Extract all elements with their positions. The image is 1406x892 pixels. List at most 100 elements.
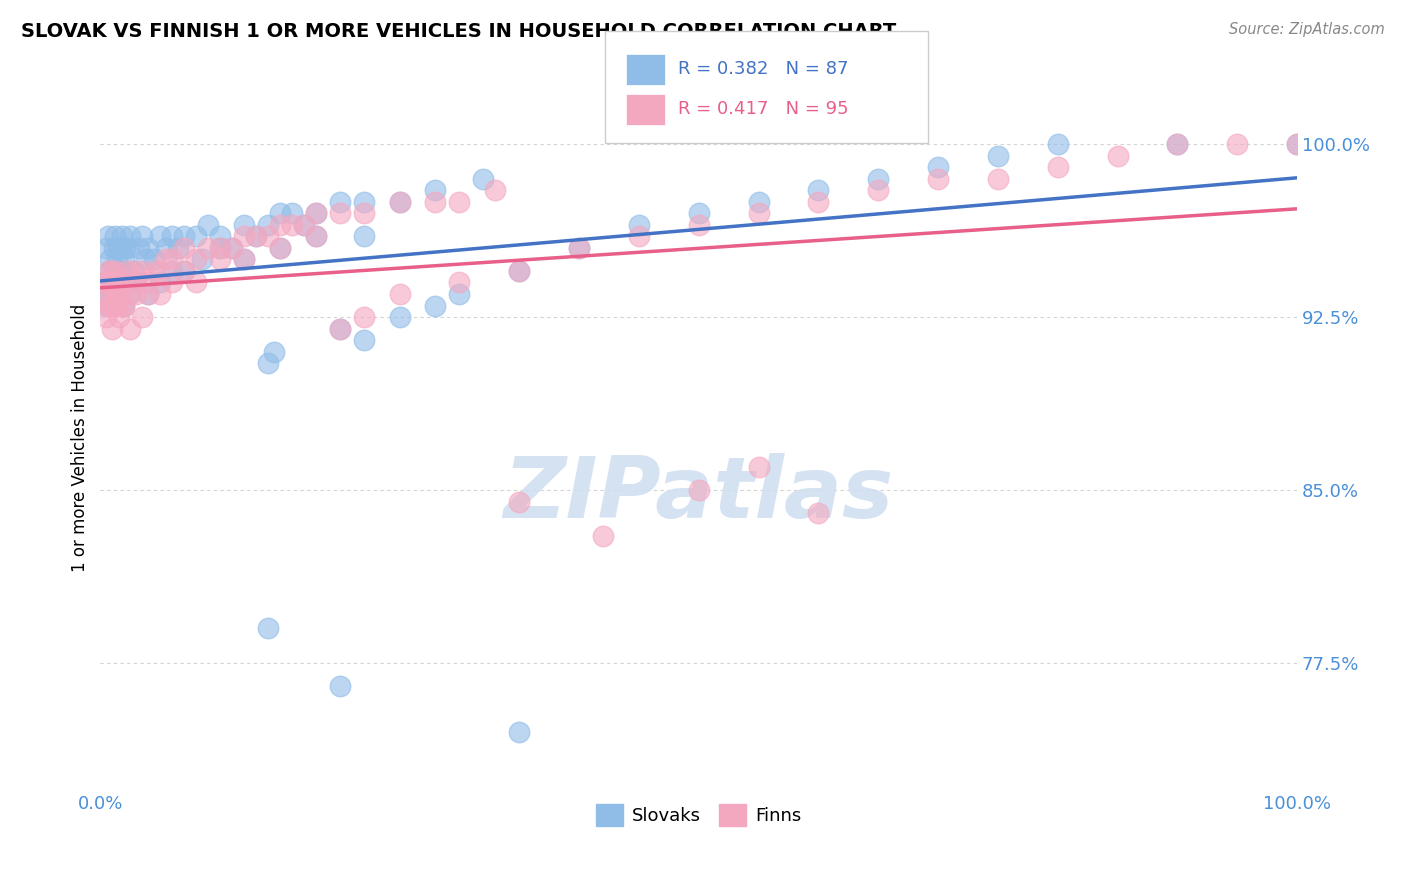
Point <box>125 276 148 290</box>
Point <box>149 287 172 301</box>
Text: ZIPatlas: ZIPatlas <box>503 453 894 536</box>
Point <box>1107 148 1129 162</box>
Point <box>112 298 135 312</box>
Point <box>103 241 125 255</box>
Point <box>120 287 142 301</box>
Point <box>121 264 143 278</box>
Point <box>104 264 127 278</box>
Point <box>329 679 352 693</box>
Point <box>747 194 769 209</box>
Point <box>233 218 256 232</box>
Point <box>208 229 231 244</box>
Point <box>97 264 120 278</box>
Point <box>173 229 195 244</box>
Point <box>257 356 280 370</box>
Point <box>233 252 256 267</box>
Point <box>927 160 949 174</box>
Point <box>257 218 280 232</box>
Point <box>160 276 183 290</box>
Point <box>868 183 890 197</box>
Point <box>245 229 267 244</box>
Point <box>184 229 207 244</box>
Point <box>221 241 243 255</box>
Point <box>747 460 769 475</box>
Point <box>353 206 375 220</box>
Point <box>868 171 890 186</box>
Point <box>388 287 411 301</box>
Point <box>305 229 328 244</box>
Point <box>449 287 471 301</box>
Point <box>108 310 131 324</box>
Point <box>101 321 124 335</box>
Point <box>353 194 375 209</box>
Point <box>103 298 125 312</box>
Point <box>1286 136 1309 151</box>
Point <box>568 241 591 255</box>
Point <box>98 276 121 290</box>
Point <box>329 321 352 335</box>
Point <box>1046 136 1069 151</box>
Point <box>508 725 530 739</box>
Point <box>688 218 710 232</box>
Point <box>987 171 1010 186</box>
Point <box>305 206 328 220</box>
Point <box>136 287 159 301</box>
Point <box>173 264 195 278</box>
Point <box>108 276 131 290</box>
Point <box>136 276 159 290</box>
Point <box>104 229 127 244</box>
Point <box>353 310 375 324</box>
Legend: Slovaks, Finns: Slovaks, Finns <box>589 797 808 834</box>
Point <box>233 229 256 244</box>
Point <box>98 252 121 267</box>
Point <box>131 264 153 278</box>
Point <box>449 194 471 209</box>
Point <box>305 229 328 244</box>
Point <box>96 298 118 312</box>
Point <box>353 333 375 347</box>
Point <box>143 252 166 267</box>
Point <box>807 506 830 520</box>
Point <box>125 276 148 290</box>
Point <box>105 252 128 267</box>
Point <box>96 310 118 324</box>
Point <box>184 252 207 267</box>
Point <box>115 264 138 278</box>
Point <box>197 218 219 232</box>
Point <box>747 206 769 220</box>
Point <box>120 321 142 335</box>
Point <box>100 276 122 290</box>
Point <box>388 310 411 324</box>
Point <box>96 264 118 278</box>
Point <box>191 252 214 267</box>
Point <box>104 287 127 301</box>
Point <box>110 241 132 255</box>
Point <box>425 194 447 209</box>
Point <box>155 252 177 267</box>
Point <box>160 229 183 244</box>
Point <box>1226 136 1249 151</box>
Point <box>107 276 129 290</box>
Point <box>388 194 411 209</box>
Point <box>155 241 177 255</box>
Point <box>149 264 172 278</box>
Point <box>97 298 120 312</box>
Point <box>111 229 134 244</box>
Text: SLOVAK VS FINNISH 1 OR MORE VEHICLES IN HOUSEHOLD CORRELATION CHART: SLOVAK VS FINNISH 1 OR MORE VEHICLES IN … <box>21 22 897 41</box>
Point <box>221 241 243 255</box>
Point <box>101 276 124 290</box>
Point <box>105 276 128 290</box>
Point <box>96 241 118 255</box>
Point <box>269 241 291 255</box>
Point <box>111 298 134 312</box>
Point <box>136 241 159 255</box>
Point <box>484 183 506 197</box>
Point <box>100 287 122 301</box>
Point <box>135 252 157 267</box>
Point <box>688 206 710 220</box>
Point <box>269 218 291 232</box>
Point <box>136 287 159 301</box>
Point <box>388 194 411 209</box>
Point <box>173 264 195 278</box>
Point <box>592 529 614 543</box>
